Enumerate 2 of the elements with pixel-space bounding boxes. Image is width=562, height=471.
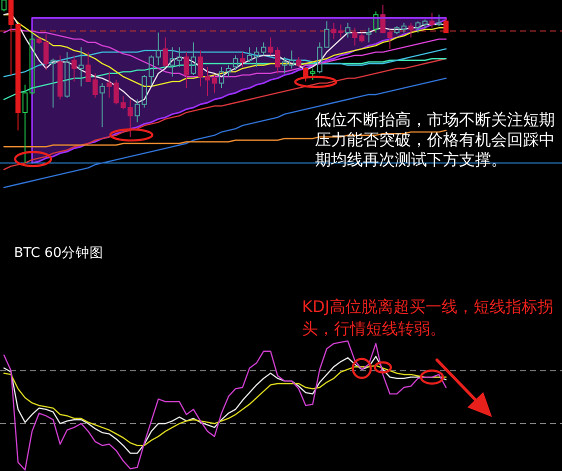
text: BTC 60分钟图	[14, 244, 104, 262]
text: KDJ高位脱离超买一线，短线指标拐头，行情短线转弱。	[302, 296, 555, 340]
